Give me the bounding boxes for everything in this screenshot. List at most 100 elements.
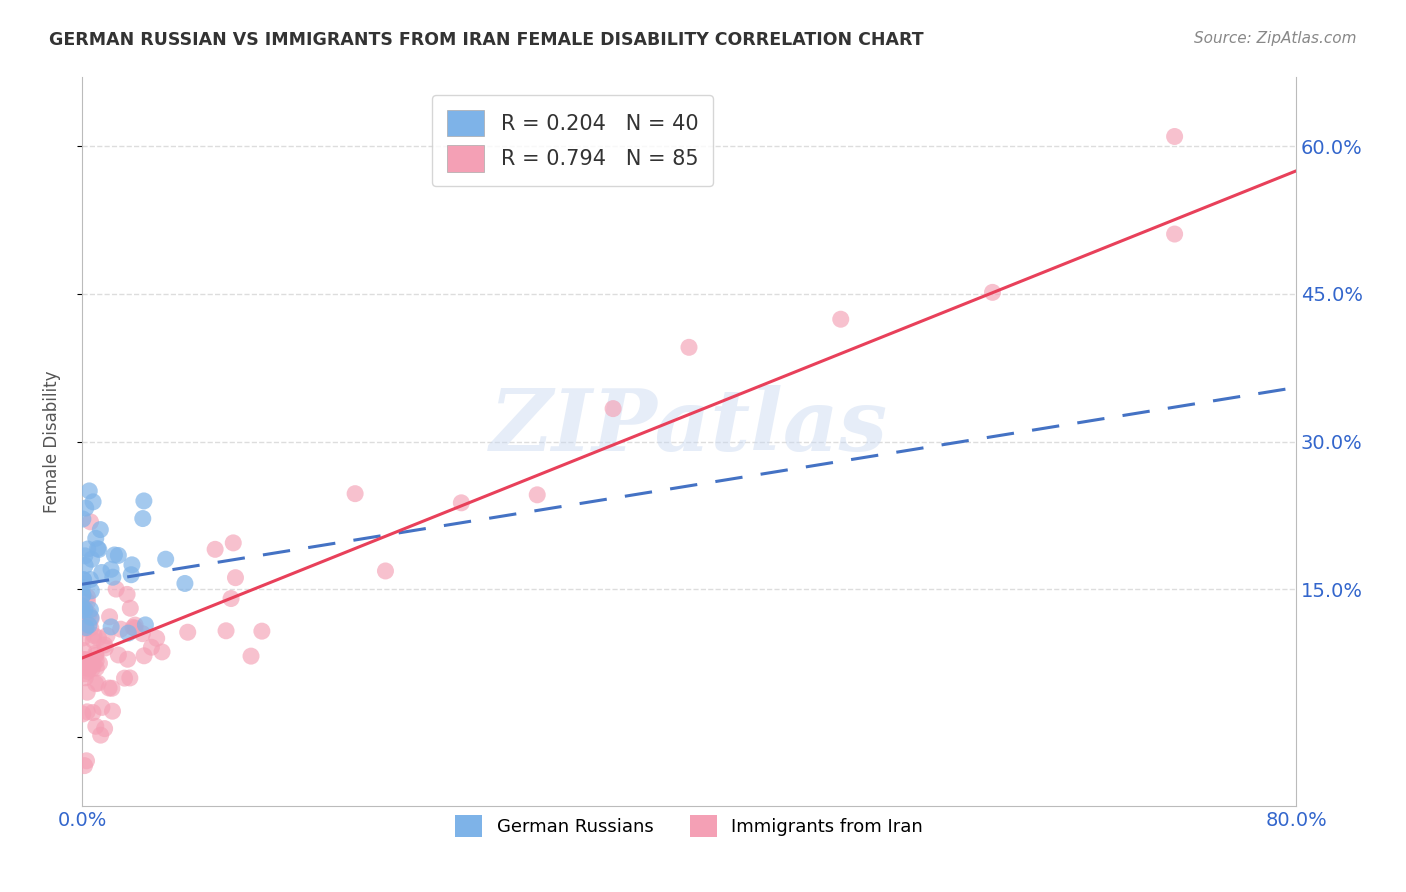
- Point: [132, 494, 155, 508]
- Point: [89, 523, 111, 537]
- Point: [75, 558, 97, 573]
- Point: [87, 676, 110, 690]
- Point: [73, 602, 96, 616]
- Point: [131, 626, 153, 640]
- Point: [94, 640, 117, 655]
- Point: [93, 638, 115, 652]
- Point: [602, 401, 624, 416]
- Point: [72, 573, 94, 587]
- Point: [450, 496, 472, 510]
- Point: [72, 588, 94, 602]
- Point: [132, 511, 155, 525]
- Point: [72, 631, 94, 645]
- Point: [70, 604, 93, 618]
- Point: [73, 666, 96, 681]
- Point: [110, 622, 132, 636]
- Point: [120, 567, 142, 582]
- Point: [72, 643, 94, 657]
- Point: [117, 626, 139, 640]
- Point: [87, 631, 110, 645]
- Point: [101, 681, 124, 696]
- Point: [79, 602, 101, 616]
- Point: [82, 706, 104, 720]
- Point: [91, 700, 114, 714]
- Point: [75, 652, 97, 666]
- Point: [107, 549, 129, 563]
- Point: [250, 624, 273, 639]
- Point: [76, 754, 98, 768]
- Point: [84, 531, 107, 545]
- Point: [82, 661, 104, 675]
- Point: [120, 601, 142, 615]
- Point: [678, 340, 700, 354]
- Point: [96, 629, 118, 643]
- Point: [90, 566, 112, 580]
- Point: [84, 646, 107, 660]
- Point: [124, 621, 146, 635]
- Point: [1163, 129, 1185, 144]
- Point: [84, 676, 107, 690]
- Point: [87, 542, 110, 557]
- Point: [101, 704, 124, 718]
- Point: [73, 573, 96, 587]
- Point: [80, 621, 103, 635]
- Point: [134, 618, 156, 632]
- Point: [70, 599, 93, 613]
- Y-axis label: Female Disability: Female Disability: [44, 370, 60, 513]
- Point: [76, 685, 98, 699]
- Point: [132, 648, 155, 663]
- Point: [72, 706, 94, 721]
- Point: [115, 587, 138, 601]
- Point: [374, 564, 396, 578]
- Point: [101, 570, 124, 584]
- Point: [76, 665, 98, 679]
- Point: [79, 573, 101, 587]
- Point: [526, 488, 548, 502]
- Point: [73, 660, 96, 674]
- Point: [73, 549, 96, 563]
- Point: [222, 536, 245, 550]
- Point: [141, 640, 163, 655]
- Point: [107, 648, 129, 662]
- Point: [124, 618, 146, 632]
- Point: [103, 548, 125, 562]
- Point: [73, 611, 96, 625]
- Point: [86, 541, 108, 556]
- Point: [76, 595, 98, 609]
- Point: [72, 512, 94, 526]
- Point: [76, 705, 98, 719]
- Point: [240, 649, 263, 664]
- Point: [122, 620, 145, 634]
- Point: [93, 722, 115, 736]
- Point: [224, 571, 246, 585]
- Legend: German Russians, Immigrants from Iran: German Russians, Immigrants from Iran: [449, 807, 929, 844]
- Point: [77, 662, 100, 676]
- Point: [75, 621, 97, 635]
- Point: [80, 583, 103, 598]
- Point: [1163, 227, 1185, 241]
- Point: [76, 590, 98, 604]
- Point: [100, 620, 122, 634]
- Point: [82, 658, 104, 673]
- Point: [86, 661, 108, 675]
- Point: [177, 625, 200, 640]
- Point: [73, 618, 96, 632]
- Text: Source: ZipAtlas.com: Source: ZipAtlas.com: [1194, 31, 1357, 46]
- Point: [981, 285, 1004, 300]
- Point: [204, 542, 226, 557]
- Point: [79, 515, 101, 529]
- Point: [155, 552, 177, 566]
- Point: [145, 632, 167, 646]
- Point: [98, 609, 121, 624]
- Point: [117, 652, 139, 666]
- Point: [105, 582, 128, 596]
- Point: [82, 495, 104, 509]
- Point: [72, 622, 94, 636]
- Point: [82, 633, 104, 648]
- Point: [84, 648, 107, 663]
- Point: [76, 541, 98, 556]
- Point: [344, 486, 367, 500]
- Point: [77, 483, 100, 498]
- Point: [84, 654, 107, 668]
- Point: [80, 610, 103, 624]
